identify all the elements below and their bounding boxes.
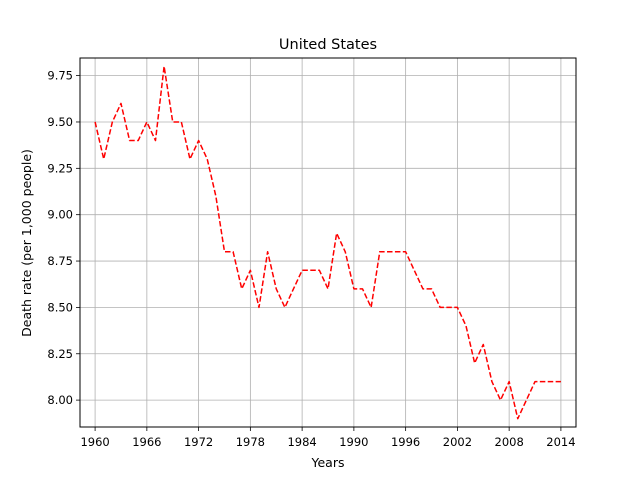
y-tick-label: 8.75	[47, 254, 73, 268]
y-tick-label: 9.75	[47, 69, 73, 83]
x-tick-label: 2008	[495, 435, 524, 449]
x-tick-label: 2014	[546, 435, 575, 449]
x-tick-label: 1978	[236, 435, 265, 449]
x-tick-label: 1996	[391, 435, 420, 449]
y-tick-label: 8.50	[47, 300, 73, 314]
y-tick-label: 9.00	[47, 208, 73, 222]
x-tick-label: 1990	[339, 435, 368, 449]
grid-lines	[80, 58, 576, 427]
y-axis-label: Death rate (per 1,000 people)	[19, 149, 34, 337]
y-axis-ticks: 8.00 8.25 8.50 8.75 9.00 9.25 9.50 9.75	[47, 69, 80, 407]
death-rate-series-line	[94, 65, 561, 420]
x-tick-label: 1972	[184, 435, 213, 449]
series-group	[94, 65, 561, 420]
x-axis-ticks: 1960 1966 1972 1978 1984 1990 1996 2002 2008 2014	[80, 427, 576, 449]
y-tick-label: 9.25	[47, 161, 73, 175]
plot-frame	[79, 57, 577, 428]
x-tick-label: 1960	[80, 435, 109, 449]
x-tick-label: 1966	[132, 435, 161, 449]
chart-title: United States	[279, 37, 377, 53]
y-tick-label: 9.50	[47, 115, 73, 129]
x-tick-label: 1984	[287, 435, 316, 449]
y-tick-label: 8.25	[47, 347, 73, 361]
y-tick-label: 8.00	[47, 393, 73, 407]
x-tick-label: 2002	[443, 435, 472, 449]
x-axis-label: Years	[311, 455, 345, 470]
